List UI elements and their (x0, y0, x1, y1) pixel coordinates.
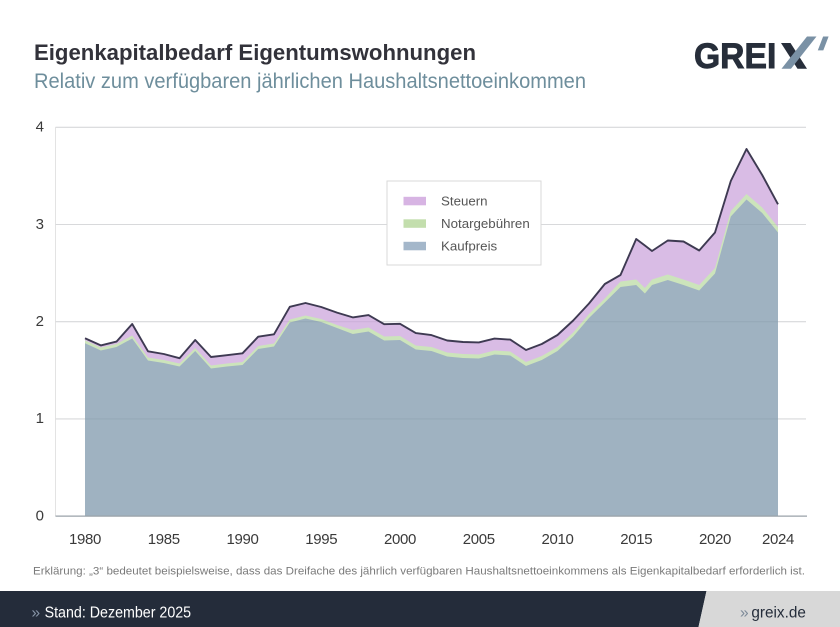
svg-text:2010: 2010 (542, 531, 574, 548)
svg-text:»: » (32, 605, 41, 622)
svg-text:1990: 1990 (227, 531, 259, 548)
svg-text:Eigenkapitalbedarf Eigentumswo: Eigenkapitalbedarf Eigentumswohnungen (34, 40, 476, 65)
svg-text:2: 2 (36, 313, 44, 330)
svg-text:Stand: Dezember 2025: Stand: Dezember 2025 (45, 605, 192, 622)
svg-text:Erklärung: „3“ bedeutet beispi: Erklärung: „3“ bedeutet beispielsweise, … (33, 566, 805, 578)
svg-text:2024: 2024 (762, 531, 794, 548)
svg-text:2000: 2000 (384, 531, 416, 548)
svg-text:2015: 2015 (620, 531, 652, 548)
svg-text:1: 1 (36, 410, 44, 427)
svg-text:GREI: GREI (694, 37, 776, 76)
svg-text:3: 3 (36, 216, 44, 233)
svg-text:1995: 1995 (305, 531, 337, 548)
svg-text:1980: 1980 (69, 531, 101, 548)
svg-text:Kaufpreis: Kaufpreis (441, 239, 498, 254)
svg-text:»: » (740, 605, 749, 622)
svg-text:1985: 1985 (148, 531, 180, 548)
svg-text:0: 0 (36, 507, 44, 524)
svg-text:Steuern: Steuern (441, 194, 488, 209)
svg-text:2020: 2020 (699, 531, 731, 548)
svg-text:Notargebühren: Notargebühren (441, 216, 530, 231)
svg-text:greix.de: greix.de (751, 605, 806, 622)
svg-text:4: 4 (36, 119, 44, 136)
svg-text:Relativ zum verfügbaren jährli: Relativ zum verfügbaren jährlichen Haush… (34, 70, 586, 93)
svg-text:2005: 2005 (463, 531, 495, 548)
